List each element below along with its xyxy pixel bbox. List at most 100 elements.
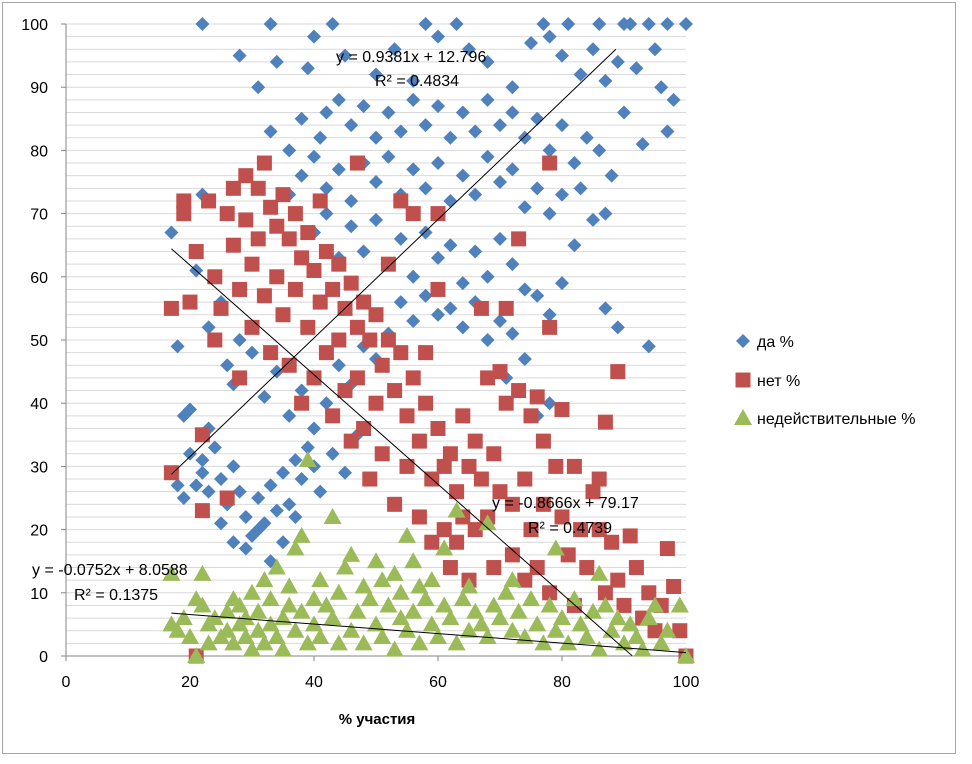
data-point	[517, 282, 532, 297]
data-point	[529, 389, 545, 405]
data-point	[263, 478, 278, 493]
data-point	[584, 602, 602, 619]
trendline-r2: R² = 0.4739	[528, 520, 612, 537]
data-point	[418, 17, 433, 31]
data-point	[447, 634, 466, 651]
y-tick-label: 40	[30, 396, 48, 413]
data-point	[288, 453, 303, 468]
data-point	[183, 446, 197, 461]
data-point	[269, 54, 284, 69]
data-point	[586, 42, 600, 57]
data-point	[280, 577, 299, 594]
data-point	[505, 80, 520, 95]
data-point	[176, 206, 192, 222]
data-point	[505, 257, 520, 272]
data-point	[524, 35, 538, 50]
data-point	[342, 621, 361, 638]
data-point	[559, 634, 578, 651]
data-point	[349, 370, 365, 386]
data-point	[393, 231, 408, 246]
x-tick-label: 20	[181, 674, 199, 691]
data-point	[269, 218, 285, 234]
data-point	[354, 577, 373, 594]
data-point	[300, 61, 315, 76]
data-point	[331, 332, 347, 348]
data-point	[554, 509, 570, 525]
data-point	[232, 48, 247, 63]
data-point	[214, 516, 228, 531]
data-point	[381, 149, 396, 164]
data-point	[504, 496, 520, 512]
trendline-r2: R² = 0.4834	[375, 73, 459, 90]
data-point	[639, 609, 658, 626]
data-point	[528, 615, 547, 632]
data-point	[261, 615, 280, 632]
data-point	[373, 571, 392, 588]
data-point	[219, 490, 235, 506]
data-point	[608, 609, 627, 626]
data-point	[590, 640, 609, 657]
data-point	[646, 596, 664, 613]
data-point	[633, 640, 652, 657]
data-point	[555, 276, 569, 291]
data-point	[546, 539, 565, 556]
data-point	[443, 301, 458, 316]
data-point	[566, 458, 582, 474]
data-point	[356, 244, 371, 259]
data-point	[492, 484, 508, 500]
data-point	[509, 602, 528, 619]
data-point	[300, 225, 316, 241]
data-point	[418, 181, 433, 196]
data-point	[418, 288, 433, 303]
data-point	[410, 634, 429, 651]
data-point	[307, 29, 321, 44]
data-point	[329, 634, 348, 651]
data-point	[406, 269, 421, 284]
data-point	[658, 621, 677, 638]
data-point	[385, 640, 404, 657]
data-point	[305, 615, 323, 632]
data-point	[523, 522, 539, 538]
data-point	[629, 61, 644, 76]
data-point	[455, 105, 470, 120]
data-point	[374, 357, 390, 373]
data-point	[610, 54, 625, 69]
data-point	[480, 333, 495, 347]
data-point	[517, 200, 532, 215]
data-point	[627, 628, 646, 645]
data-point	[406, 162, 421, 177]
x-tick-label: 40	[305, 674, 323, 691]
data-point	[410, 577, 429, 594]
data-point	[435, 539, 454, 556]
data-point	[466, 602, 485, 619]
x-axis-title: % участия	[339, 711, 416, 728]
data-point	[436, 522, 452, 538]
data-point	[610, 572, 626, 588]
legend-marker	[734, 409, 752, 425]
y-tick-label: 100	[21, 17, 48, 34]
data-point	[163, 300, 179, 316]
data-point	[232, 281, 248, 297]
data-point	[431, 250, 445, 265]
data-point	[163, 465, 179, 481]
data-point	[577, 628, 596, 645]
y-tick-label: 80	[30, 143, 48, 160]
data-point	[243, 640, 261, 657]
data-point	[300, 440, 315, 455]
data-point	[443, 130, 458, 145]
data-point	[493, 118, 507, 133]
data-point	[424, 534, 440, 550]
data-point	[592, 143, 607, 158]
data-point	[331, 256, 347, 272]
data-point	[238, 212, 254, 228]
data-point	[319, 105, 334, 120]
data-point	[505, 162, 520, 177]
data-point	[498, 300, 514, 316]
data-point	[181, 628, 199, 645]
data-point	[199, 634, 218, 651]
data-point	[195, 453, 210, 468]
data-point	[468, 124, 483, 139]
data-point	[573, 522, 589, 538]
data-point	[505, 326, 520, 341]
y-tick-label: 90	[30, 80, 48, 97]
